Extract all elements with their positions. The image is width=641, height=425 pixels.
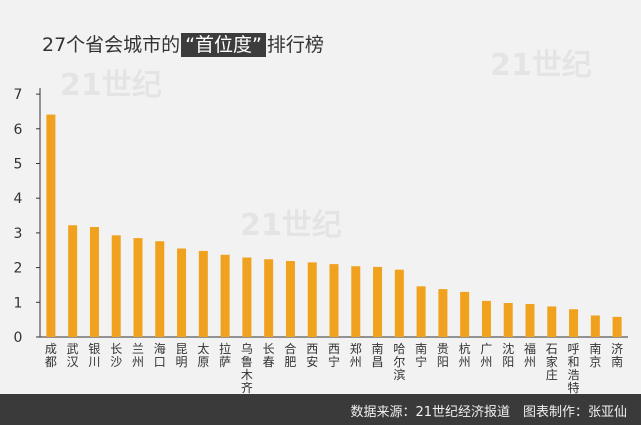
title-prefix: 27个省会城市的 xyxy=(42,34,181,56)
bar xyxy=(416,286,426,337)
title-highlight: “首位度” xyxy=(181,33,266,57)
bar xyxy=(242,257,252,337)
x-tick-label: 贵阳 xyxy=(437,342,449,369)
y-tick-label: 0 xyxy=(14,330,23,346)
x-tick-label: 济南 xyxy=(611,341,623,369)
bar xyxy=(503,302,513,337)
bar xyxy=(68,225,78,337)
y-tick-label: 1 xyxy=(14,295,23,311)
x-tick-label: 广州 xyxy=(480,342,492,369)
bar xyxy=(264,259,274,337)
bar-chart: 0 1 2 3 4 5 6 7 成都武汉银川长沙兰州海口昆明太原拉萨乌鲁木齐长春合肥西安西宁郑州… xyxy=(14,87,628,394)
x-tick-label: 海口 xyxy=(154,341,166,369)
x-tick-label: 石家庄 xyxy=(546,342,558,382)
footer-bar: 数据来源：21世纪经济报道 图表制作：张亚仙 xyxy=(0,394,641,425)
bar xyxy=(590,315,600,337)
bar xyxy=(612,316,622,337)
x-tick-label: 呼和浩特 xyxy=(568,342,580,394)
x-tick-label: 福州 xyxy=(524,341,536,369)
x-tick-label: 郑州 xyxy=(350,341,362,369)
x-tick-label: 银川 xyxy=(88,342,100,369)
x-tick-label: 兰州 xyxy=(132,342,144,369)
title-suffix: 排行榜 xyxy=(266,34,324,56)
bar xyxy=(177,248,187,337)
x-tick-label: 杭州 xyxy=(459,341,471,369)
x-tick-label: 合肥 xyxy=(284,341,296,369)
bar xyxy=(89,227,99,337)
y-tick-label: 5 xyxy=(14,157,23,173)
bar xyxy=(438,289,448,337)
y-tick-label: 2 xyxy=(14,261,23,277)
bar xyxy=(111,235,121,337)
x-tick-label: 南京 xyxy=(589,341,601,369)
bar xyxy=(198,250,208,337)
x-tick-label: 长沙 xyxy=(110,342,122,369)
y-tick-label: 7 xyxy=(14,87,23,103)
bar xyxy=(220,254,230,337)
y-tick-label: 3 xyxy=(14,226,23,242)
x-tick-label: 昆明 xyxy=(176,342,188,369)
x-tick-label: 西宁 xyxy=(328,342,340,369)
bar xyxy=(547,306,557,337)
bar xyxy=(133,238,143,337)
x-tick-label: 长春 xyxy=(263,342,275,369)
x-tick-label: 太原 xyxy=(197,341,209,369)
x-tick-label: 南宁 xyxy=(415,341,427,369)
bar xyxy=(351,266,361,337)
y-tick-label: 4 xyxy=(14,191,23,207)
bar xyxy=(329,264,339,337)
bar xyxy=(525,304,535,337)
x-tick-label: 拉萨 xyxy=(219,341,231,369)
bar xyxy=(46,114,56,337)
bar xyxy=(481,300,491,337)
x-tick-label: 成都 xyxy=(45,342,57,369)
bar xyxy=(394,269,404,337)
chart-title: 27个省会城市的 “首位度” 排行榜 xyxy=(42,30,324,57)
x-tick-label: 哈尔滨 xyxy=(393,342,405,382)
x-tick-label: 武汉 xyxy=(67,342,79,369)
bar xyxy=(307,262,317,337)
bar xyxy=(460,291,470,337)
source-credit: 数据来源：21世纪经济报道 图表制作：张亚仙 xyxy=(350,405,627,420)
x-tick-label: 沈阳 xyxy=(502,341,514,369)
bar xyxy=(155,241,165,337)
y-tick-label: 6 xyxy=(14,122,23,138)
x-tick-label: 南昌 xyxy=(372,341,384,369)
x-tick-label: 乌鲁木齐 xyxy=(241,341,253,394)
bar xyxy=(285,261,295,337)
bar xyxy=(569,309,579,337)
bar xyxy=(373,266,383,337)
x-tick-label: 西安 xyxy=(306,342,318,369)
